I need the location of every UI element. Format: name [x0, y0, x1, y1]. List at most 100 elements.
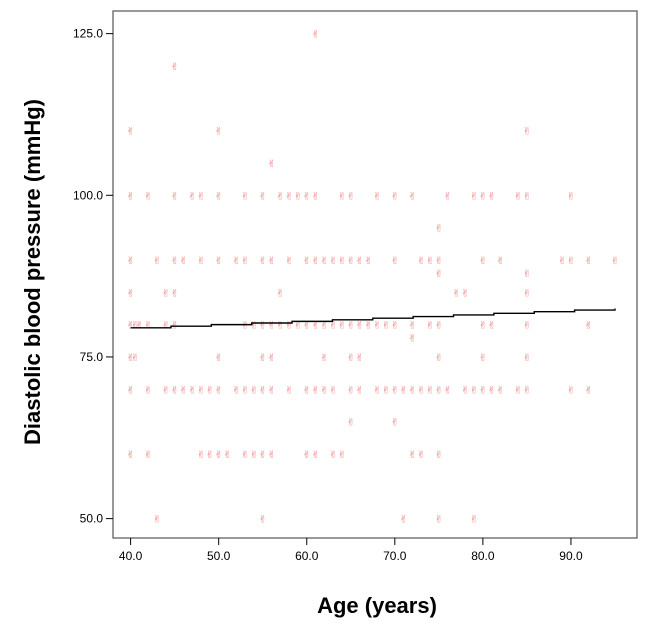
data-point: ✌ — [241, 450, 249, 461]
data-point: ✌ — [435, 450, 443, 461]
data-point: ✌ — [487, 385, 495, 396]
data-point: ✌ — [523, 288, 531, 299]
data-point: ✌ — [259, 321, 267, 332]
data-point: ✌ — [126, 127, 134, 138]
y-tick-label: 125.0 — [73, 27, 103, 41]
data-point: ✌ — [320, 353, 328, 364]
fit-line — [130, 308, 616, 329]
data-point: ✌ — [399, 385, 407, 396]
data-point: ✌ — [232, 256, 240, 267]
data-point: ✌ — [496, 385, 504, 396]
data-point: ✌ — [259, 385, 267, 396]
data-point: ✌ — [214, 191, 222, 202]
data-point: ✌ — [276, 321, 284, 332]
data-point: ✌ — [435, 385, 443, 396]
data-point: ✌ — [267, 450, 275, 461]
data-point: ✌ — [311, 385, 319, 396]
data-point: ✌ — [259, 515, 267, 526]
data-point: ✌ — [188, 191, 196, 202]
data-point: ✌ — [206, 385, 214, 396]
x-axis-title: Age (years) — [317, 593, 437, 618]
data-point: ✌ — [338, 256, 346, 267]
data-point: ✌ — [214, 256, 222, 267]
data-point: ✌ — [303, 191, 311, 202]
data-point: ✌ — [285, 191, 293, 202]
x-tick-label: 40.0 — [119, 549, 143, 563]
data-point: ✌ — [523, 269, 531, 280]
data-point: ✌ — [408, 450, 416, 461]
data-point: ✌ — [417, 385, 425, 396]
data-point: ✌ — [259, 256, 267, 267]
axis-ticks: 40.0 50.0 60.0 70.0 80.0 90.0 50.0 75.0 100.0 125… — [73, 27, 583, 563]
data-point: ✌ — [250, 385, 258, 396]
data-point: ✌ — [188, 385, 196, 396]
data-point: ✌ — [435, 256, 443, 267]
data-point: ✌ — [241, 321, 249, 332]
data-point: ✌ — [267, 321, 275, 332]
data-point: ✌ — [426, 256, 434, 267]
data-point: ✌ — [285, 321, 293, 332]
data-point: ✌ — [259, 191, 267, 202]
data-point: ✌ — [584, 321, 592, 332]
data-point: ✌ — [487, 321, 495, 332]
data-point: ✌ — [523, 385, 531, 396]
data-point: ✌ — [514, 191, 522, 202]
x-tick-label: 60.0 — [295, 549, 319, 563]
data-point: ✌ — [259, 353, 267, 364]
data-point: ✌ — [347, 385, 355, 396]
data-point: ✌ — [347, 321, 355, 332]
data-point: ✌ — [355, 385, 363, 396]
data-point: ✌ — [197, 191, 205, 202]
data-point: ✌ — [126, 450, 134, 461]
data-point: ✌ — [479, 353, 487, 364]
data-point: ✌ — [347, 256, 355, 267]
data-point: ✌ — [267, 159, 275, 170]
data-point: ✌ — [443, 191, 451, 202]
data-point: ✌ — [338, 191, 346, 202]
data-point: ✌ — [338, 321, 346, 332]
data-point: ✌ — [426, 385, 434, 396]
data-point: ✌ — [373, 385, 381, 396]
data-point: ✌ — [523, 353, 531, 364]
data-point: ✌ — [435, 321, 443, 332]
data-point: ✌ — [214, 353, 222, 364]
data-point: ✌ — [391, 191, 399, 202]
data-point: ✌ — [144, 450, 152, 461]
data-point: ✌ — [355, 321, 363, 332]
data-point: ✌ — [126, 353, 134, 364]
data-point: ✌ — [320, 321, 328, 332]
data-point: ✌ — [126, 385, 134, 396]
data-point: ✌ — [523, 191, 531, 202]
data-point: ✌ — [311, 191, 319, 202]
y-tick-label: 100.0 — [73, 188, 103, 202]
y-tick-label: 50.0 — [80, 512, 104, 526]
data-point: ✌ — [285, 385, 293, 396]
data-point: ✌ — [303, 385, 311, 396]
data-point: ✌ — [452, 288, 460, 299]
data-point: ✌ — [197, 450, 205, 461]
data-point: ✌ — [179, 385, 187, 396]
data-point: ✌ — [567, 385, 575, 396]
fit-line-group — [130, 308, 616, 329]
data-point: ✌ — [223, 450, 231, 461]
y-axis-title: Diastolic blood pressure (mmHg) — [20, 99, 45, 445]
data-point: ✌ — [347, 191, 355, 202]
data-point: ✌ — [153, 515, 161, 526]
data-point: ✌ — [347, 418, 355, 429]
data-point: ✌ — [311, 30, 319, 41]
data-point: ✌ — [232, 385, 240, 396]
data-point: ✌ — [470, 385, 478, 396]
data-point: ✌ — [197, 385, 205, 396]
data-point: ✌ — [179, 256, 187, 267]
data-point: ✌ — [611, 256, 619, 267]
plot-frame — [112, 10, 638, 539]
data-point: ✌ — [197, 256, 205, 267]
data-point: ✌ — [364, 321, 372, 332]
data-point: ✌ — [523, 127, 531, 138]
data-point: ✌ — [523, 321, 531, 332]
data-point: ✌ — [294, 191, 302, 202]
data-point: ✌ — [399, 515, 407, 526]
data-point: ✌ — [364, 256, 372, 267]
data-point: ✌ — [320, 385, 328, 396]
